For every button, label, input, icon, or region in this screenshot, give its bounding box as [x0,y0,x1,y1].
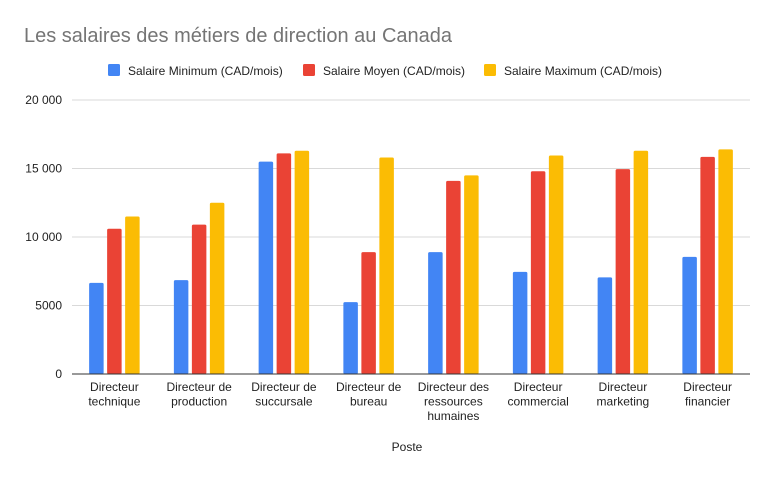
bar [615,169,631,374]
bar [446,180,461,374]
legend-swatch [108,64,120,76]
bar [343,302,358,374]
bar [125,216,140,374]
y-tick-label: 0 [55,367,62,381]
x-category-label: Directeur marketing [597,380,650,409]
bar [512,271,528,374]
bar [464,175,479,374]
legend-swatch [484,64,496,76]
bar [428,252,443,374]
x-category-label: Directeur des ressources humaines [418,380,489,423]
bars [89,149,733,374]
x-axis-categories: Directeur technique Directeur de production… [88,380,732,423]
y-tick-label: 15 000 [25,162,62,176]
bar [718,149,733,374]
bar [258,161,274,374]
y-tick-label: 20 000 [25,93,62,107]
bar [379,157,394,374]
bar [530,171,546,374]
legend: Salaire Minimum (CAD/mois) Salaire Moyen … [108,64,662,78]
legend-item: Salaire Moyen (CAD/mois) [303,64,465,78]
bar [633,150,649,374]
x-category-label: Directeur de production [166,380,232,409]
bar [548,155,564,374]
legend-label: Salaire Moyen (CAD/mois) [323,64,465,78]
x-category-label: Directeur de succursale [251,380,317,409]
bar [682,256,697,374]
y-tick-label: 5000 [35,299,62,313]
chart-title: Les salaires des métiers de direction au… [24,25,453,47]
x-category-label: Directeur de bureau [336,380,402,409]
bar [597,277,613,374]
bar [89,282,104,374]
legend-label: Salaire Minimum (CAD/mois) [128,64,283,78]
bar [361,252,376,374]
x-category-label: Directeur financier [683,380,732,409]
x-axis-title: Poste [392,440,423,454]
bar [209,202,225,374]
gridlines [72,99,750,306]
bar [173,280,189,374]
bar [107,228,122,374]
y-tick-label: 10 000 [25,230,62,244]
legend-item: Salaire Maximum (CAD/mois) [484,64,662,78]
legend-item: Salaire Minimum (CAD/mois) [108,64,283,78]
x-category-label: Directeur commercial [507,380,568,409]
bar [700,156,715,374]
bar [276,153,292,374]
bar [294,150,310,374]
legend-swatch [303,64,315,76]
x-category-label: Directeur technique [88,380,140,409]
bar [191,224,207,374]
legend-label: Salaire Maximum (CAD/mois) [504,64,662,78]
y-axis-ticks: 0 5000 10 000 15 000 20 000 [25,93,62,381]
